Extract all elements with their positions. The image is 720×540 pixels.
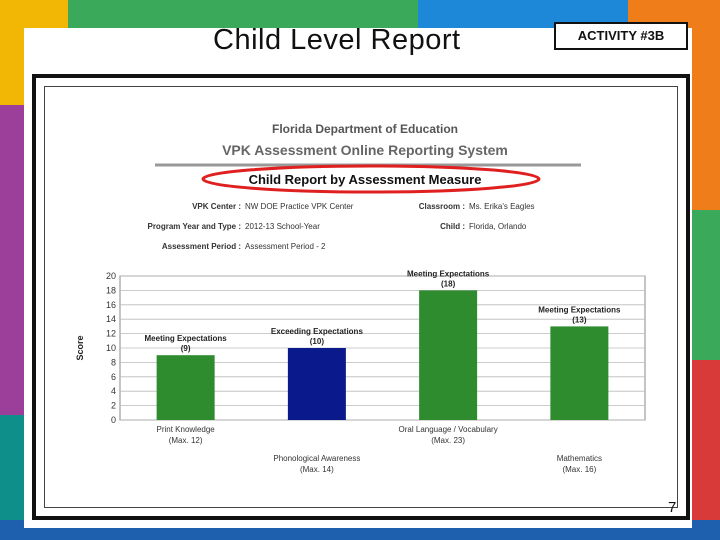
report-subtitle: Child Report by Assessment Measure [249,172,482,187]
field-classroom-value: Ms. Erika's Eagles [469,202,535,211]
highlight-ellipse [201,164,541,194]
field-vpk-center-value: NW DOE Practice VPK Center [245,202,354,211]
y-tick-label: 0 [111,415,116,425]
bg-band-right-orange [692,0,720,210]
x-tick-label: Oral Language / Vocabulary [399,425,498,434]
report-org: Florida Department of Education [272,122,458,136]
x-tick-max-label: (Max. 12) [169,436,203,445]
field-period-value: Assessment Period - 2 [245,242,326,251]
field-period-label: Assessment Period : [162,242,241,251]
report-svg: Florida Department of Education VPK Asse… [75,122,646,474]
bar-value-label: (18) [441,279,456,288]
bg-band-left-yellow [0,0,24,105]
page-number: 7 [668,499,677,516]
field-program-label: Program Year and Type : [147,222,241,231]
y-tick-label: 18 [106,285,116,295]
activity-label: ACTIVITY #3B [554,22,688,50]
slide-title: Child Level Report [213,24,461,56]
x-tick-label: Mathematics [557,454,602,463]
bar-category-label: Exceeding Expectations [271,327,364,336]
y-tick-label: 8 [111,357,116,367]
y-axis-label: Score [75,335,85,360]
bar [156,355,215,420]
y-tick-label: 20 [106,271,116,281]
x-tick-label: Phonological Awareness [273,454,360,463]
bar-value-label: (10) [310,337,325,346]
x-tick-max-label: (Max. 23) [431,436,465,445]
bg-band-left-teal [0,415,24,540]
bar-value-label: (9) [181,344,191,353]
y-tick-label: 6 [111,372,116,382]
bar-category-label: Meeting Expectations [407,269,490,278]
report-system: VPK Assessment Online Reporting System [222,142,508,158]
x-tick-max-label: (Max. 16) [562,465,596,474]
x-tick-label: Print Knowledge [156,425,215,434]
bar-value-label: (13) [572,315,587,324]
bar-category-label: Meeting Expectations [145,334,228,343]
y-tick-label: 10 [106,343,116,353]
report-image: Florida Department of Education VPK Asse… [44,86,678,508]
bg-band-right-green [692,210,720,360]
bar [287,348,346,420]
bar [550,326,609,420]
y-tick-label: 4 [111,386,116,396]
score-bar-chart: 0 2 4 6 8 10 12 14 16 18 20 Score Meeting Expectatio… [75,269,646,474]
x-tick-max-label: (Max. 14) [300,465,334,474]
y-tick-label: 16 [106,300,116,310]
field-vpk-center-label: VPK Center : [192,202,241,211]
field-child-value: Florida, Orlando [469,222,527,231]
field-classroom-label: Classroom : [419,202,465,211]
y-tick-label: 12 [106,329,116,339]
field-program-value: 2012-13 School-Year [245,222,320,231]
bg-band-left-purple [0,105,24,415]
bar-category-label: Meeting Expectations [538,305,621,314]
bg-band-top-green [68,0,418,28]
bar [419,290,478,420]
bg-band-right-red [692,360,720,540]
report-frame: Florida Department of Education VPK Asse… [32,74,690,520]
y-tick-label: 2 [111,401,116,411]
y-tick-label: 14 [106,314,116,324]
field-child-label: Child : [440,222,465,231]
